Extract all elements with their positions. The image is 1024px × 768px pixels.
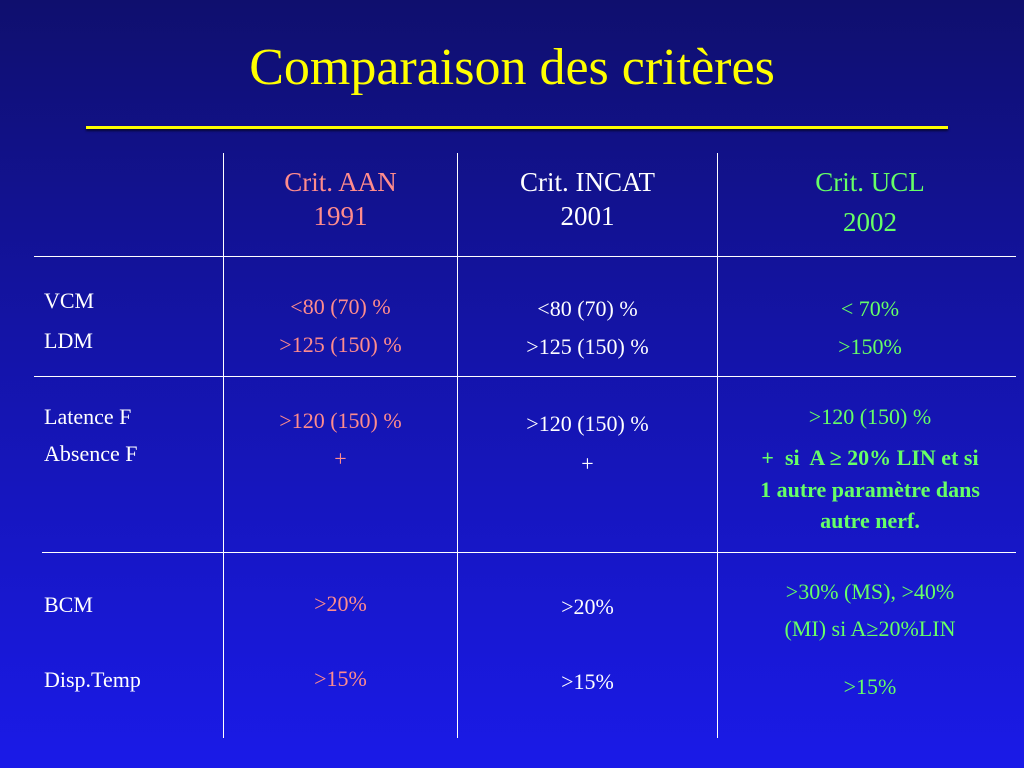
cell-r1-incat: <80 (70) % >125 (150) % <box>458 290 717 366</box>
cell-r1-incat-line2: >125 (150) % <box>526 334 649 359</box>
column-divider-2 <box>457 153 458 738</box>
cell-r3-aan-disp: >15% <box>314 666 367 691</box>
row-divider-1 <box>34 256 1016 257</box>
row-divider-2 <box>34 376 1016 377</box>
header-aan-year: 1991 <box>313 200 368 231</box>
row-label-absence-f: Absence F <box>44 441 138 466</box>
cell-r1-incat-line1: <80 (70) % <box>537 296 638 321</box>
column-divider-1 <box>223 153 224 738</box>
cell-r2-ucl-line1: >120 (150) % <box>808 404 932 429</box>
cell-r2-ucl: >120 (150) % + si A ≥ 20% LIN et si 1 au… <box>722 404 1018 536</box>
row-label-vcm: VCM <box>44 288 95 313</box>
row-label-ldm: LDM <box>44 328 93 353</box>
header-ucl: Crit. UCL 2002 <box>730 166 1010 240</box>
cell-r1-ucl-line1: < 70% <box>840 296 900 321</box>
header-aan-name: Crit. AAN <box>284 167 397 197</box>
cell-r1-ucl-line2: >150% <box>838 334 902 359</box>
slide-title: Comparaison des critères <box>249 39 775 96</box>
cell-r1-aan: <80 (70) % >125 (150) % <box>224 288 457 364</box>
title-underline <box>86 126 948 129</box>
cell-r3-incat-bcm: >20% <box>561 594 614 619</box>
row-label-bcm: BCM <box>44 592 93 617</box>
cell-r3-aan-bcm: >20% <box>314 591 367 616</box>
column-divider-3 <box>717 153 718 738</box>
cell-r2-aan-line1: >120 (150) % <box>279 408 402 433</box>
cell-r3-ucl-disp: >15% <box>843 674 897 699</box>
cell-r2-ucl-line3: 1 autre paramètre dans <box>760 477 980 502</box>
cell-r2-ucl-line2: + si A ≥ 20% LIN et si <box>761 445 979 470</box>
cell-r1-aan-line1: <80 (70) % <box>290 294 391 319</box>
cell-r2-ucl-line4: autre nerf. <box>820 508 920 533</box>
cell-r2-incat-line1: >120 (150) % <box>526 411 649 436</box>
header-incat-name: Crit. INCAT <box>520 167 655 197</box>
cell-r3-ucl-bcm-line2: (MI) si A≥20%LIN <box>784 616 956 641</box>
row-divider-3 <box>42 552 1016 553</box>
cell-r2-incat-line2: + <box>581 451 594 476</box>
cell-r2-aan: >120 (150) % + <box>224 402 457 478</box>
cell-r1-ucl: < 70% >150% <box>730 290 1010 366</box>
header-incat-year: 2001 <box>560 200 615 231</box>
cell-r1-aan-line2: >125 (150) % <box>279 332 402 357</box>
header-ucl-year: 2002 <box>843 206 897 237</box>
cell-r2-aan-line2: + <box>334 446 347 471</box>
header-incat: Crit. INCAT 2001 <box>458 166 717 234</box>
row-label-latence-f: Latence F <box>44 404 132 429</box>
header-aan: Crit. AAN 1991 <box>224 166 457 234</box>
cell-r2-incat: >120 (150) % + <box>458 404 717 484</box>
row-label-disp-temp: Disp.Temp <box>44 667 141 692</box>
cell-r3-incat-disp: >15% <box>561 669 614 694</box>
cell-r3-ucl-bcm-line1: >30% (MS), >40% <box>785 579 955 604</box>
header-ucl-name: Crit. UCL <box>815 167 925 197</box>
